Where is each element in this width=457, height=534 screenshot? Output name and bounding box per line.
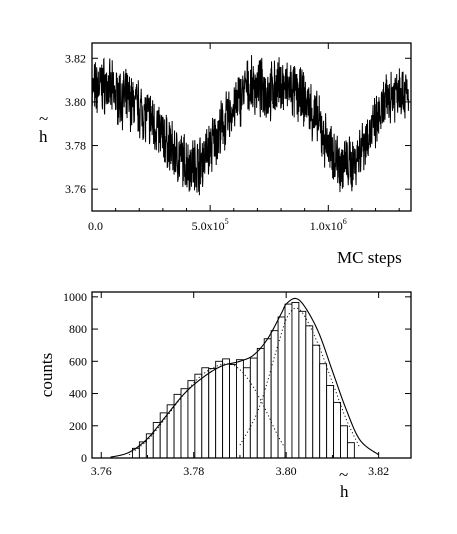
top-x-tick-exponent: 5 <box>225 217 229 226</box>
histogram-bar <box>291 302 300 459</box>
top-y-tick-label: 3.80 <box>65 95 86 109</box>
bottom-y-ticks: 0 200 400 600 800 1000 <box>63 290 411 465</box>
top-series-line <box>91 55 410 196</box>
bottom-x-axis-title: h <box>340 482 349 501</box>
histogram-bar <box>194 373 203 459</box>
histogram-bar <box>215 360 224 459</box>
top-y-tick-label: 3.82 <box>65 51 86 65</box>
histogram-bar <box>298 310 307 459</box>
histogram-bar <box>270 330 279 459</box>
top-y-ticks: 3.76 3.78 3.80 3.82 <box>65 51 411 196</box>
bottom-x-axis-accent: ~ <box>339 465 348 484</box>
histogram-bar <box>312 344 321 459</box>
top-panel: 3.76 3.78 3.80 3.82 0.0 5.0x105 1.0x106 ~ h M… <box>39 42 412 267</box>
histogram-bar <box>201 367 210 459</box>
histogram-bar <box>305 325 314 459</box>
histogram-bar <box>263 338 272 459</box>
top-x-tick-label: 5.0x105 <box>192 217 229 233</box>
histogram-bar <box>346 442 355 459</box>
component-2-curve <box>239 307 361 449</box>
histogram-bar <box>249 357 258 459</box>
fit-curve <box>110 297 379 458</box>
bottom-plot-frame <box>91 291 412 459</box>
bottom-panel: 0 200 400 600 800 1000 3.76 3.78 3.80 3.82 count… <box>37 290 412 501</box>
histogram-bar <box>236 359 244 459</box>
bottom-x-tick-label: 3.78 <box>183 464 204 478</box>
bottom-x-ticks: 3.76 3.78 3.80 3.82 <box>91 292 389 478</box>
histogram-bar <box>326 385 335 459</box>
bottom-y-tick-label: 800 <box>69 322 87 336</box>
histogram-bar <box>180 388 189 459</box>
histogram-bars <box>131 302 355 459</box>
bottom-y-tick-label: 1000 <box>63 290 87 304</box>
top-x-ticks: 0.0 5.0x105 1.0x106 <box>88 43 400 233</box>
bottom-y-tick-label: 400 <box>69 387 87 401</box>
histogram-bar <box>319 363 328 459</box>
histogram-bar <box>277 316 286 459</box>
bottom-y-tick-label: 200 <box>69 419 87 433</box>
top-x-axis-title: MC steps <box>337 248 402 267</box>
top-x-tick-exponent: 6 <box>343 217 347 226</box>
bottom-x-tick-label: 3.76 <box>91 464 112 478</box>
histogram-bar <box>340 425 348 459</box>
bottom-y-tick-label: 600 <box>69 354 87 368</box>
top-y-tick-label: 3.78 <box>65 139 86 153</box>
histogram-bar <box>145 433 154 459</box>
bottom-y-axis-title: counts <box>37 353 56 397</box>
histogram-bar <box>229 364 237 459</box>
bottom-y-tick-label: 0 <box>81 451 87 465</box>
top-plot-frame <box>91 42 412 212</box>
top-y-tick-label: 3.76 <box>65 182 86 196</box>
histogram-bar <box>222 358 230 459</box>
top-x-tick-label: 0.0 <box>88 219 103 233</box>
top-x-tick-label: 1.0x106 <box>310 217 347 233</box>
bottom-x-tick-label: 3.82 <box>368 464 389 478</box>
histogram-bar <box>187 380 196 459</box>
histogram-bar <box>208 368 217 459</box>
top-y-axis-title: h <box>39 127 48 146</box>
histogram-bar <box>333 401 341 459</box>
histogram-bar <box>284 303 293 459</box>
top-y-axis-accent: ~ <box>39 109 48 128</box>
bottom-x-tick-label: 3.80 <box>276 464 297 478</box>
